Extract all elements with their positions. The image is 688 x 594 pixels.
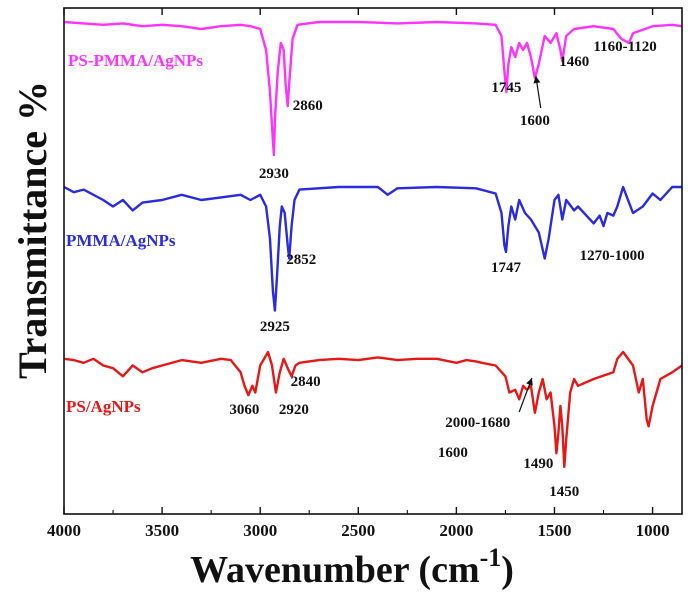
series-layer <box>63 20 683 468</box>
series-line-1 <box>63 20 683 157</box>
axes-layer: 4000 3500 3000 2500 2000 1500 1000 <box>47 7 683 540</box>
series-name-2: PMMA/AgNPs <box>66 231 176 250</box>
peak-label: 1600 <box>438 445 468 461</box>
peak-label: 2930 <box>259 166 289 182</box>
peak-label: 1747 <box>491 260 522 276</box>
peak-label: 2000-1680 <box>445 415 510 431</box>
peak-label: 2860 <box>293 98 323 114</box>
peak-label: 1490 <box>523 456 553 472</box>
x-tick-label: 3500 <box>145 521 179 540</box>
peak-label: 1450 <box>549 484 579 500</box>
plot-frame <box>63 7 683 515</box>
peak-label: 2840 <box>291 374 321 390</box>
annotation-arrow-2000-1680-head <box>526 378 533 386</box>
x-axis-label: Wavenumber (cm-1) <box>190 543 514 591</box>
series-name-1: PS-PMMA/AgNPs <box>68 51 203 70</box>
x-tick-label: 2500 <box>341 521 375 540</box>
series-line-2 <box>63 185 682 312</box>
peak-label: 2852 <box>286 252 316 268</box>
x-axis-label-main: Wavenumber (cm <box>190 549 480 591</box>
series-line-3 <box>63 350 683 468</box>
x-axis-label-superscript: -1 <box>480 543 502 572</box>
peak-label: 1160-1120 <box>593 39 656 55</box>
annotation-arrow-1600-head <box>533 76 541 84</box>
y-axis-label: Transmittance % <box>10 81 55 379</box>
x-axis-label-close: ) <box>501 549 514 591</box>
peak-label: 2920 <box>279 402 309 418</box>
peak-label: 3060 <box>229 402 259 418</box>
peak-label: 1460 <box>559 54 589 70</box>
series-name-3: PS/AgNPs <box>66 397 141 416</box>
peak-label: 2925 <box>260 319 290 335</box>
annotation-layer: PS-PMMA/AgNPs PMMA/AgNPs PS/AgNPs 2930 2860 1… <box>66 39 657 500</box>
x-tick-label: 1000 <box>636 521 670 540</box>
x-tick-label: 3000 <box>243 521 277 540</box>
x-tick-label: 2000 <box>439 521 473 540</box>
peak-label: 1270-1000 <box>580 248 645 264</box>
peak-label: 1600 <box>520 113 550 129</box>
x-tick-label: 1500 <box>537 521 571 540</box>
x-tick-label: 4000 <box>47 521 81 540</box>
peak-label: 1745 <box>491 80 521 96</box>
